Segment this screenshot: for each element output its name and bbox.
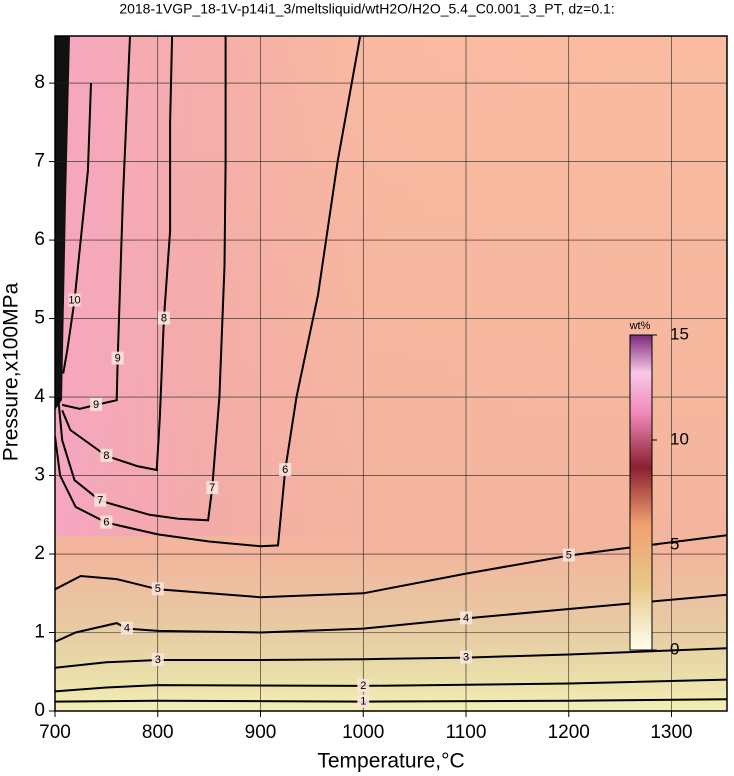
contour-label-box — [460, 650, 473, 664]
colorbar-tick-label: 10 — [670, 429, 689, 448]
contour-line — [57, 36, 227, 522]
x-tick-label: 700 — [39, 722, 71, 743]
contour-label: 8 — [103, 450, 109, 462]
contour-line — [61, 36, 174, 472]
y-tick-label: 7 — [34, 151, 45, 172]
y-tick-label: 3 — [34, 465, 45, 486]
contour-label: 3 — [463, 652, 469, 664]
y-tick-label: 8 — [34, 72, 45, 93]
x-tick-label: 800 — [142, 722, 174, 743]
contour-label: 7 — [209, 482, 215, 494]
contour-label: 8 — [161, 312, 167, 324]
contour-label: 5 — [155, 583, 161, 595]
contour-label-box — [111, 351, 124, 365]
contour-label-box — [151, 652, 164, 666]
contour-line — [55, 647, 727, 669]
x-tick-label: 1200 — [548, 722, 590, 743]
colorbar-tick-label: 15 — [670, 324, 689, 343]
contour-line — [62, 83, 92, 374]
contour-label: 5 — [566, 549, 572, 561]
contour-label: 9 — [115, 352, 121, 364]
y-tick-label: 2 — [34, 543, 45, 564]
colorbar-tick-label: 0 — [670, 639, 679, 658]
contour-label: 1 — [360, 695, 366, 707]
contour-label: 4 — [463, 612, 469, 624]
contour-line — [61, 36, 131, 410]
contours — [55, 36, 727, 703]
contour-label-box — [460, 611, 473, 625]
saturated-region — [55, 36, 70, 410]
colorbar-ticks: 0 5 10 15 — [652, 324, 689, 658]
contour-label: 6 — [282, 464, 288, 476]
contour-label: 7 — [97, 495, 103, 507]
contour-label-box — [90, 397, 103, 411]
y-axis-label: Pressure,x100MPa — [0, 282, 23, 461]
contour-label: 3 — [155, 654, 161, 666]
x-axis-label: Temperature,°C — [317, 750, 464, 773]
contour-label: 2 — [360, 680, 366, 692]
contour-label-box — [357, 694, 370, 708]
contour-label: 4 — [124, 622, 130, 634]
y-tick-label: 5 — [34, 308, 45, 329]
x-tick-label: 1000 — [342, 722, 384, 743]
x-tick-label: 1300 — [650, 722, 692, 743]
contour-label-box — [151, 582, 164, 596]
x-tick-label: 900 — [245, 722, 277, 743]
contour-line — [55, 678, 727, 693]
y-tick-label: 4 — [34, 386, 45, 407]
contour-label-box — [357, 678, 370, 692]
contour-label-box — [94, 493, 107, 507]
contour-label-box — [562, 548, 575, 562]
y-tick-label: 6 — [34, 229, 45, 250]
y-tick-label: 0 — [34, 700, 45, 721]
contour-label-box — [100, 448, 113, 462]
contour-label: 9 — [93, 399, 99, 411]
contour-line — [55, 36, 362, 548]
colorbar-label: wt% — [629, 320, 651, 332]
contour-label-box — [206, 481, 219, 495]
chart-title: 2018-1VGP_18-1V-p14i1_3/meltsliquid/wtH2… — [119, 1, 614, 17]
colorbar — [629, 334, 653, 651]
contour-label-box — [100, 515, 113, 529]
contour-line — [55, 534, 727, 599]
contour-label: 10 — [68, 294, 80, 306]
plot-frame — [54, 35, 728, 712]
contour-label-box — [120, 621, 133, 635]
contour-label-box — [68, 293, 81, 307]
colorbar-tick-label: 5 — [670, 534, 679, 553]
contour-label: 6 — [103, 517, 109, 529]
contour-label-box — [157, 311, 170, 325]
plot-background — [55, 36, 727, 711]
contour-line — [55, 593, 727, 643]
x-tick-label: 1100 — [446, 722, 487, 743]
contour-label-box — [279, 463, 292, 477]
y-tick-label: 1 — [34, 622, 45, 643]
